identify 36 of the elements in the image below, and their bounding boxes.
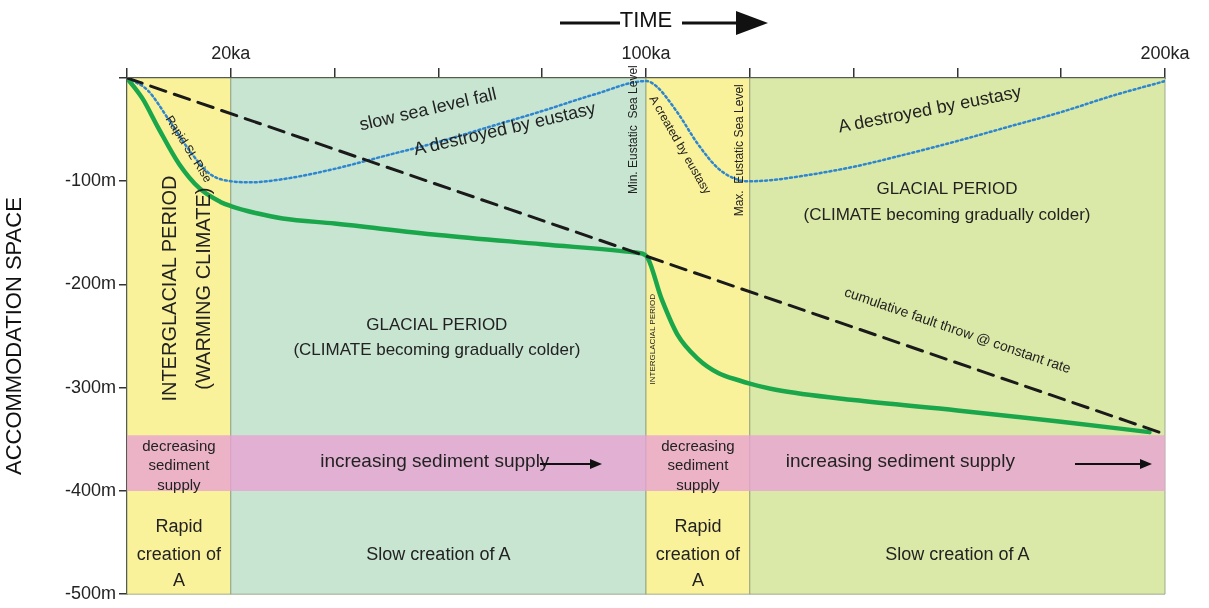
annotation: A destroyed by eustasy (836, 81, 1023, 137)
annotation: INTERGLACIAL PERIOD (157, 175, 180, 402)
y-tick-label: -400m (64, 479, 116, 500)
annotation: Rapid (155, 516, 203, 537)
annotation: creation of (655, 543, 741, 564)
annotation: increasing sediment supply (320, 450, 550, 472)
annotation: Slow creation of A (366, 543, 511, 564)
x-tick-label: 200ka (1140, 43, 1191, 64)
annotation: Rapid (674, 516, 722, 537)
annotation: (CLIMATE becoming gradually colder) (803, 205, 1091, 224)
x-tick-label: 100ka (621, 43, 672, 64)
x-tick-label: 20ka (211, 43, 252, 64)
y-tick-label: -200m (64, 273, 116, 294)
annotation: Slow creation of A (885, 543, 1030, 564)
annotation: INTERGLACIAL PERIOD (647, 293, 657, 385)
annotation: supply (157, 475, 202, 493)
annotation: increasing sediment supply (785, 450, 1016, 472)
annotation: GLACIAL PERIOD (876, 179, 1018, 199)
annotation: Max. Eustatic Sea Level (731, 84, 746, 217)
y-axis-title: ACCOMMODATION SPACE (1, 197, 27, 476)
y-tick-label: -500m (64, 583, 116, 604)
annotation: sediment (148, 456, 211, 474)
annotation: sediment (667, 456, 730, 474)
annotation: Min. Eustatic Sea Level (625, 65, 640, 194)
annotation: (CLIMATE becoming gradually colder) (293, 340, 581, 360)
annotation: creation of (136, 543, 222, 564)
annotation: decreasing (142, 436, 216, 454)
x-axis-title: TIME (619, 7, 673, 33)
annotation: GLACIAL PERIOD (366, 315, 508, 335)
y-tick-label: -300m (64, 376, 116, 397)
annotation: A (691, 569, 704, 590)
annotation: A (172, 569, 185, 590)
y-tick-label: -100m (64, 170, 116, 191)
annotation: (WARMING CLIMATE) (192, 187, 215, 390)
annotation: supply (676, 475, 721, 493)
annotation: decreasing (661, 436, 735, 454)
